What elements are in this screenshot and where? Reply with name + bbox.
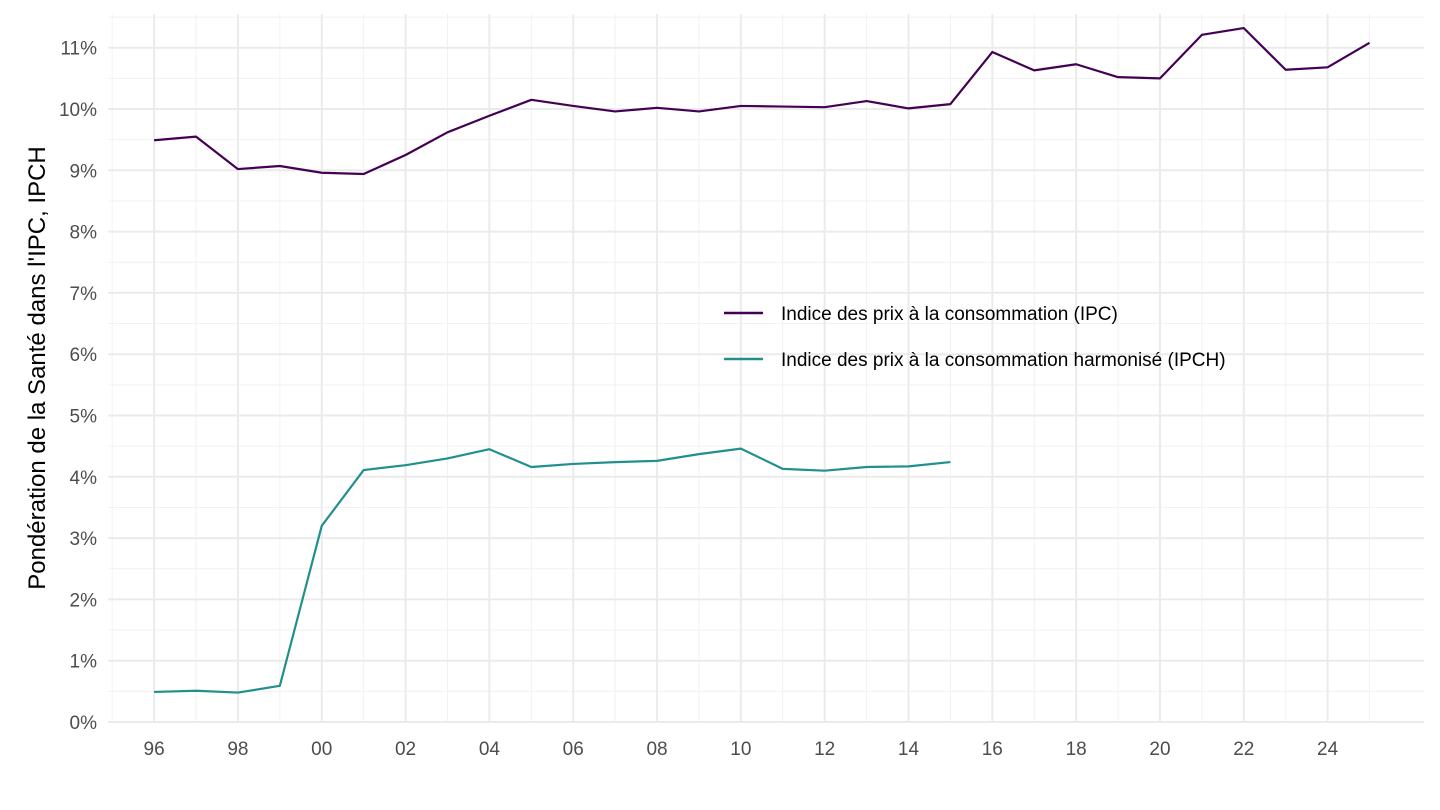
y-axis-tick-labels: 0% 1% 2% 3% 4% 5% 6% 7% 8% 9% 10% 11% [59, 39, 97, 734]
legend-label: Indice des prix à la consommation (IPC) [781, 304, 1118, 325]
minor-gridlines [108, 14, 1424, 722]
y-tick-label: 3% [70, 529, 98, 550]
y-axis-label: Pondération de la Santé dans l'IPC, IPCH [24, 146, 51, 590]
y-tick-label: 0% [70, 713, 98, 734]
x-tick-label: 06 [563, 739, 584, 760]
x-tick-label: 20 [1149, 739, 1170, 760]
y-tick-label: 10% [59, 100, 97, 121]
y-tick-label: 9% [70, 161, 98, 182]
x-tick-label: 96 [144, 739, 165, 760]
x-tick-label: 16 [982, 739, 1003, 760]
series-line-ipc [154, 27, 1371, 176]
y-tick-label: 1% [70, 652, 98, 673]
y-tick-label: 2% [70, 590, 98, 611]
x-tick-label: 18 [1066, 739, 1087, 760]
series-line-ipch [154, 447, 951, 694]
legend: Indice des prix à la consommation (IPC) I… [724, 304, 1226, 371]
x-tick-label: 22 [1233, 739, 1254, 760]
x-tick-label: 24 [1317, 739, 1339, 760]
x-tick-label: 10 [730, 739, 751, 760]
x-tick-label: 00 [311, 739, 332, 760]
major-gridlines [108, 14, 1424, 723]
x-tick-label: 98 [227, 739, 248, 760]
x-tick-label: 02 [395, 739, 416, 760]
y-tick-label: 8% [70, 223, 98, 244]
x-tick-label: 08 [646, 739, 667, 760]
x-tick-label: 04 [479, 739, 501, 760]
x-axis-tick-labels: 96 98 00 02 04 06 08 10 12 14 16 18 20 22 24 [144, 739, 1339, 760]
legend-label: Indice des prix à la consommation harmon… [781, 350, 1226, 371]
y-tick-label: 5% [70, 407, 98, 428]
x-tick-label: 14 [898, 739, 920, 760]
y-tick-label: 11% [60, 39, 97, 60]
y-tick-label: 7% [70, 284, 98, 305]
x-tick-label: 12 [814, 739, 835, 760]
y-tick-label: 6% [70, 345, 98, 366]
series-lines [154, 27, 1371, 694]
y-tick-label: 4% [70, 468, 98, 489]
